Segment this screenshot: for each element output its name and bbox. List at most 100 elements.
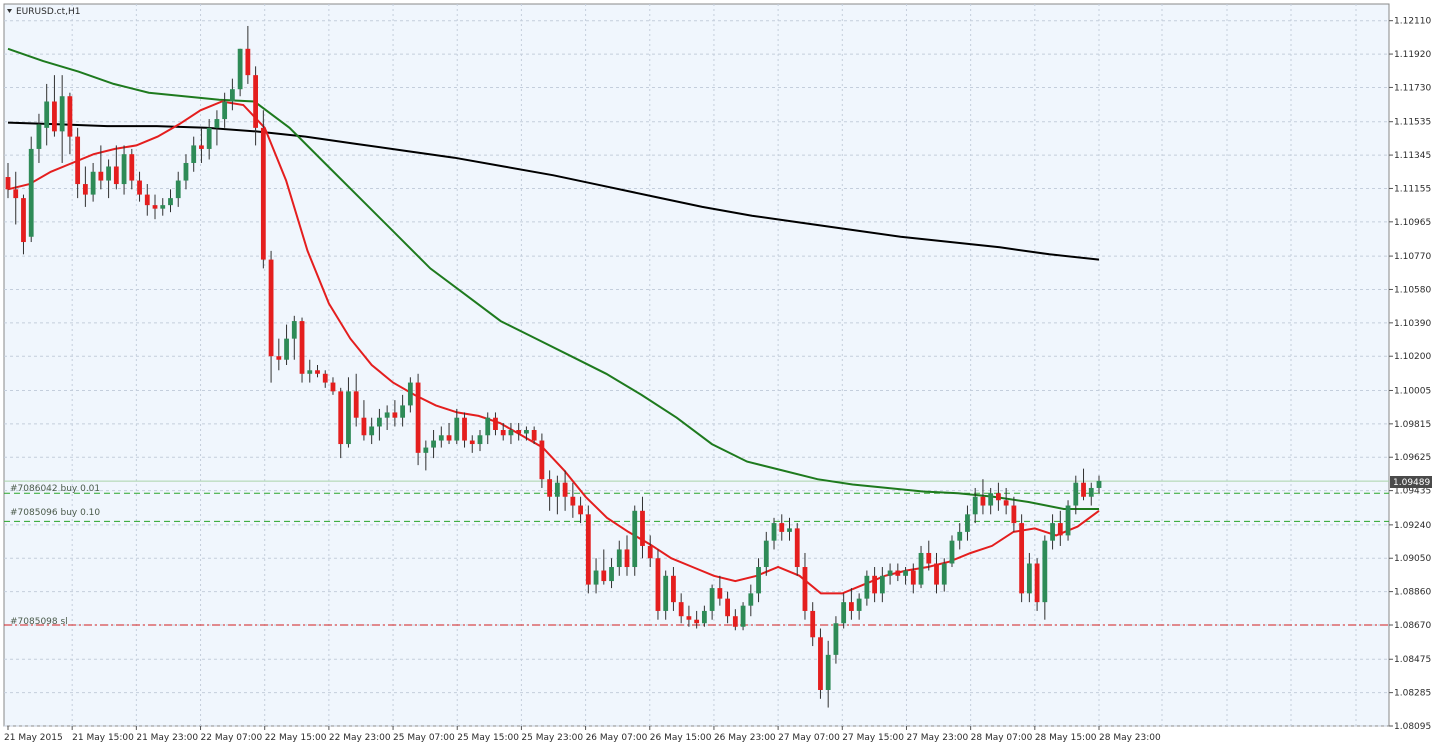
candle-body [616,549,622,568]
candle-body [980,496,986,506]
candle-body [1003,500,1009,506]
chart-title: EURUSD.ct,H1 [7,7,80,17]
candle [377,408,382,441]
candle-body [818,637,823,690]
candle-body [237,48,243,90]
candle-body [825,654,831,690]
candle [694,610,700,629]
candle-body [1088,487,1094,497]
candle [152,194,158,220]
candle [477,429,483,452]
candle [214,110,220,146]
price-label: 1.09240 [1394,521,1431,531]
candle [82,166,88,207]
candle-body [284,338,289,360]
candle [833,616,839,664]
candle [222,92,228,128]
symbol-title: EURUSD.ct,H1 [16,7,80,17]
candle-body [570,496,576,506]
candle [1050,514,1055,550]
candle [1096,475,1102,494]
candle [524,426,529,441]
candle-body [1057,523,1063,536]
candle-body [392,412,398,418]
candle [361,400,367,441]
candle [709,584,715,620]
candle-body [477,435,483,445]
time-label: 22 May 15:00 [265,733,327,743]
candle-body [44,101,50,128]
candle [802,552,808,620]
candle-body [229,89,235,102]
candle-body [686,616,692,620]
candle [516,422,522,441]
candle-body [918,552,924,585]
candle [75,127,81,199]
candle [640,496,645,559]
candle [887,563,893,585]
candle-body [253,75,259,128]
candle [183,154,189,190]
candle-body [740,605,746,627]
candle-body [423,447,429,453]
time-label: 25 May 07:00 [393,733,455,743]
candle [763,531,769,576]
candle-body [52,101,57,132]
time-label: 25 May 15:00 [457,733,519,743]
candle [260,110,266,269]
candle [276,338,282,371]
candle [686,605,692,627]
candle [446,422,452,445]
candle-body [199,145,204,149]
candle-body [988,493,994,506]
candle-body [640,510,645,546]
candle-body [322,373,328,383]
price-label: 1.10580 [1394,285,1431,295]
candle-body [175,180,181,199]
candle [462,412,467,448]
candle-body [1019,523,1025,594]
candle-body [299,321,305,374]
price-label: 1.08670 [1394,621,1431,631]
plot-area[interactable] [3,3,1390,727]
candle-body [36,124,42,149]
candle-body [330,382,336,392]
candle [106,159,111,199]
candle [21,194,26,255]
price-label: 1.11155 [1394,184,1431,194]
candle [291,315,297,360]
candle-body [678,602,684,617]
candle [245,25,251,84]
dropdown-triangle-icon[interactable] [7,9,12,13]
candle-body [377,417,382,427]
ma-fast-line [7,100,1100,595]
candle [1003,487,1009,515]
candle [949,535,955,568]
candle [144,184,150,216]
candle [1088,482,1094,506]
candle-body [934,563,939,585]
candle [1019,514,1025,603]
candle [554,475,560,515]
candle-body [400,405,406,418]
candle [616,540,622,576]
candle [647,535,653,568]
candle [454,408,460,445]
candle [903,567,908,585]
candle [307,359,313,383]
candle-body [13,189,19,199]
time-label: 26 May 15:00 [650,733,712,743]
candle-body [113,166,119,185]
candle-body [748,593,754,606]
time-label: 22 May 23:00 [329,733,391,743]
price-label: 1.12110 [1394,17,1431,27]
candle [415,373,421,466]
candle-body [562,482,568,497]
candle [740,602,746,631]
candle [121,145,127,195]
candle [338,387,344,459]
candle [322,370,328,388]
price-label: 1.10390 [1394,319,1431,329]
